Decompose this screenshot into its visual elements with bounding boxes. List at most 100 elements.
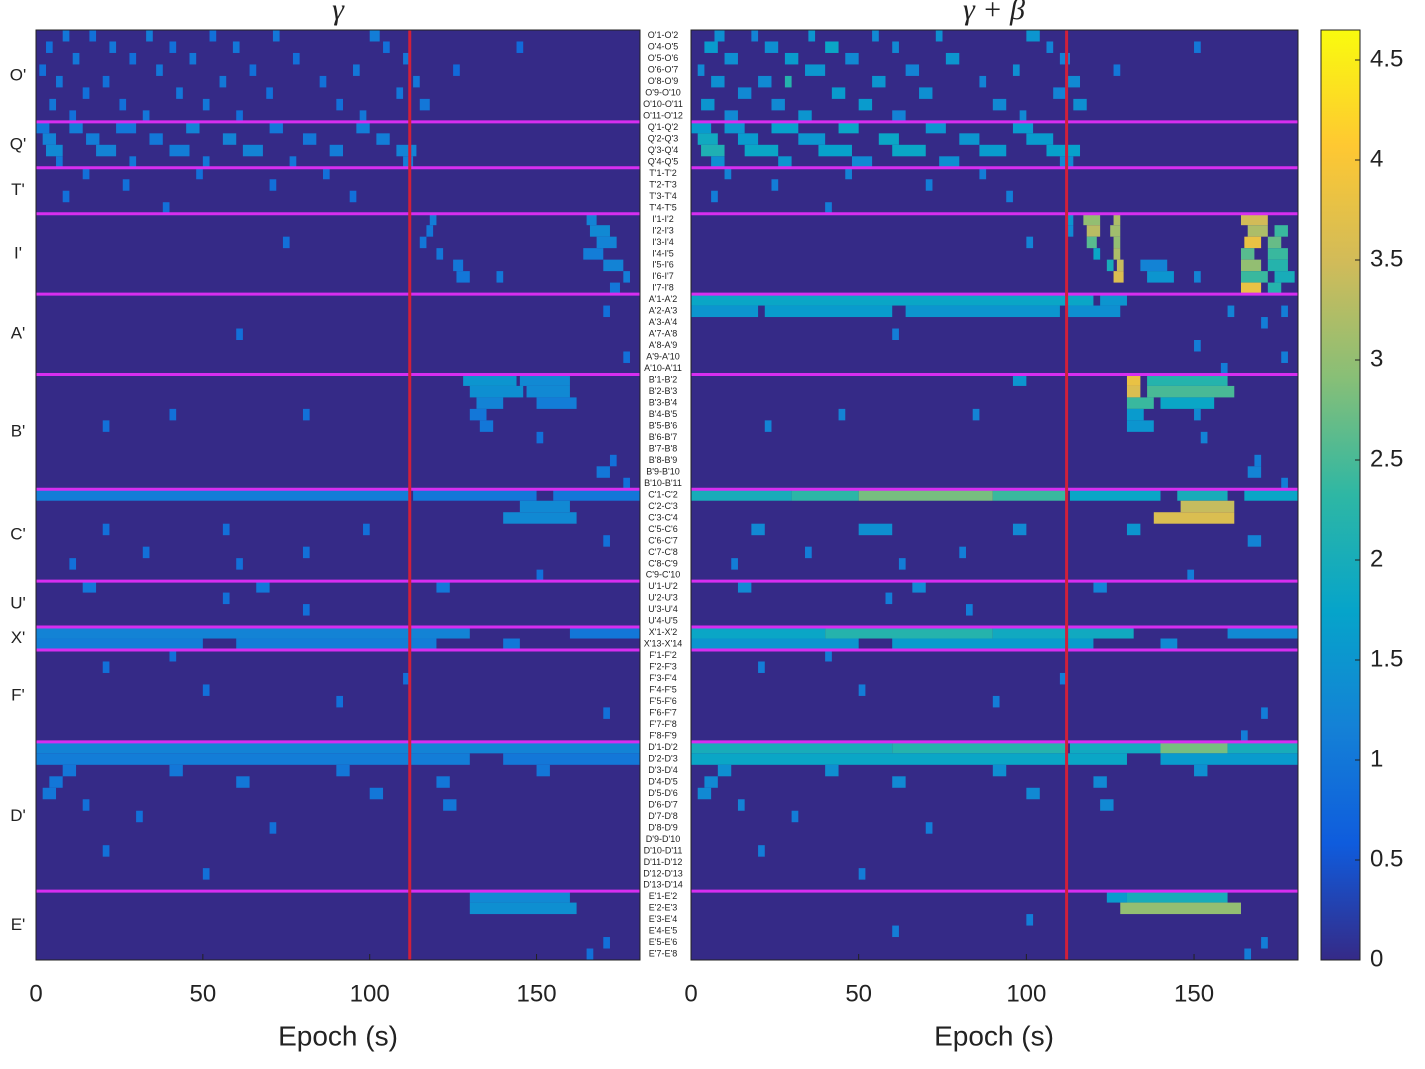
heat-cell — [336, 695, 344, 708]
heat-cell — [469, 891, 570, 903]
heat-cell — [737, 133, 759, 145]
heat-cell — [1247, 535, 1262, 547]
colorbar-tick-label: 2.5 — [1370, 445, 1403, 472]
heat-cell — [805, 64, 826, 76]
heat-cell — [202, 868, 210, 880]
heat-cell — [1012, 523, 1027, 536]
heat-cell — [1019, 110, 1027, 122]
heat-cell — [751, 30, 759, 42]
heat-cell — [42, 133, 57, 145]
heat-cell — [36, 627, 470, 639]
heat-cell — [697, 787, 712, 800]
x-tick-label: 150 — [517, 980, 557, 1007]
heat-cell — [82, 87, 90, 99]
group-label: A' — [11, 324, 26, 343]
heat-cell — [744, 144, 779, 157]
heat-cell — [1274, 225, 1288, 237]
heat-cell — [146, 30, 153, 42]
heat-cell — [269, 179, 277, 191]
channel-label: B'4-B'5 — [649, 409, 677, 419]
heat-cell — [536, 431, 544, 444]
heat-cell — [1120, 902, 1241, 915]
heat-cell — [1126, 397, 1154, 409]
heat-cell — [808, 30, 816, 42]
channel-label: B'7-B'8 — [649, 443, 677, 453]
heat-cell — [396, 87, 404, 99]
heat-cell — [691, 753, 1127, 765]
heat-cell — [1093, 248, 1101, 260]
heat-cell — [935, 30, 943, 42]
heat-cell — [36, 741, 640, 754]
heat-cell — [236, 328, 243, 340]
heat-cell — [469, 408, 487, 421]
channel-label: I'2-I'3 — [652, 225, 673, 235]
heat-cell — [436, 581, 450, 593]
heat-cell — [102, 661, 110, 673]
heat-cell — [526, 385, 570, 398]
heat-cell — [553, 489, 640, 501]
channel-label: A'3-A'4 — [649, 317, 677, 327]
heat-cell — [186, 121, 200, 134]
heat-cell — [1187, 569, 1195, 582]
heat-cell — [586, 213, 597, 226]
heat-cell — [758, 75, 772, 88]
heat-cell — [349, 190, 357, 203]
x-axis-label: Epoch (s) — [278, 1020, 398, 1051]
heat-cell — [162, 202, 170, 214]
heat-cell — [516, 41, 524, 53]
heat-cell — [992, 98, 1007, 111]
channel-label: D'3-D'4 — [648, 765, 677, 775]
heat-cell — [1106, 259, 1114, 272]
heat-cell — [536, 764, 550, 777]
heat-cell — [319, 75, 327, 88]
heat-cell — [691, 294, 1094, 306]
heat-cell — [222, 592, 230, 605]
heat-cell — [1126, 408, 1144, 421]
heat-cell — [569, 627, 640, 639]
channel-label: B'2-B'3 — [649, 386, 677, 396]
heat-cell — [1083, 213, 1101, 226]
heat-cell — [596, 466, 610, 478]
group-label: X' — [11, 628, 26, 647]
heat-cell — [1126, 385, 1141, 398]
panel-title: γ — [332, 0, 345, 26]
heat-cell — [892, 638, 1094, 650]
heat-cell — [196, 167, 203, 180]
heat-cell — [878, 133, 899, 145]
heat-cell — [236, 638, 437, 650]
plot-frame — [690, 29, 1299, 961]
channel-label: F'2-F'3 — [649, 662, 676, 672]
channel-label: T'4-T'5 — [649, 202, 676, 212]
heat-cell — [892, 925, 899, 938]
heat-cell — [403, 156, 414, 168]
heat-cell — [62, 190, 70, 203]
heat-cell — [266, 87, 273, 99]
x-tick-label: 100 — [1006, 980, 1046, 1007]
channel-label: B'3-B'4 — [649, 398, 677, 408]
heat-cell — [169, 650, 177, 662]
heat-cell — [503, 753, 640, 765]
heat-cell — [959, 546, 966, 559]
heat-cell — [737, 581, 752, 593]
channel-label: T'2-T'3 — [649, 179, 676, 189]
heat-cell — [603, 937, 610, 949]
heat-cell — [222, 523, 230, 536]
heat-cell — [82, 167, 90, 180]
group-label: E' — [11, 915, 26, 934]
heat-cell — [925, 822, 933, 834]
channel-label: B'6-B'7 — [649, 432, 677, 442]
heat-cell — [691, 121, 712, 134]
heat-cell — [269, 822, 277, 834]
heat-cell — [791, 810, 799, 823]
heat-cell — [49, 98, 57, 111]
channel-label: A'1-A'2 — [649, 294, 677, 304]
channel-label: F'1-F'2 — [649, 650, 676, 660]
heat-cell — [603, 259, 624, 272]
heat-cell — [701, 144, 725, 157]
x-tick-label: 100 — [350, 980, 390, 1007]
heat-cell — [383, 41, 390, 53]
heat-cell — [1240, 730, 1248, 742]
channel-label: B'10-B'11 — [644, 478, 682, 488]
heat-cell — [979, 144, 1007, 157]
heat-cell — [1194, 271, 1201, 283]
